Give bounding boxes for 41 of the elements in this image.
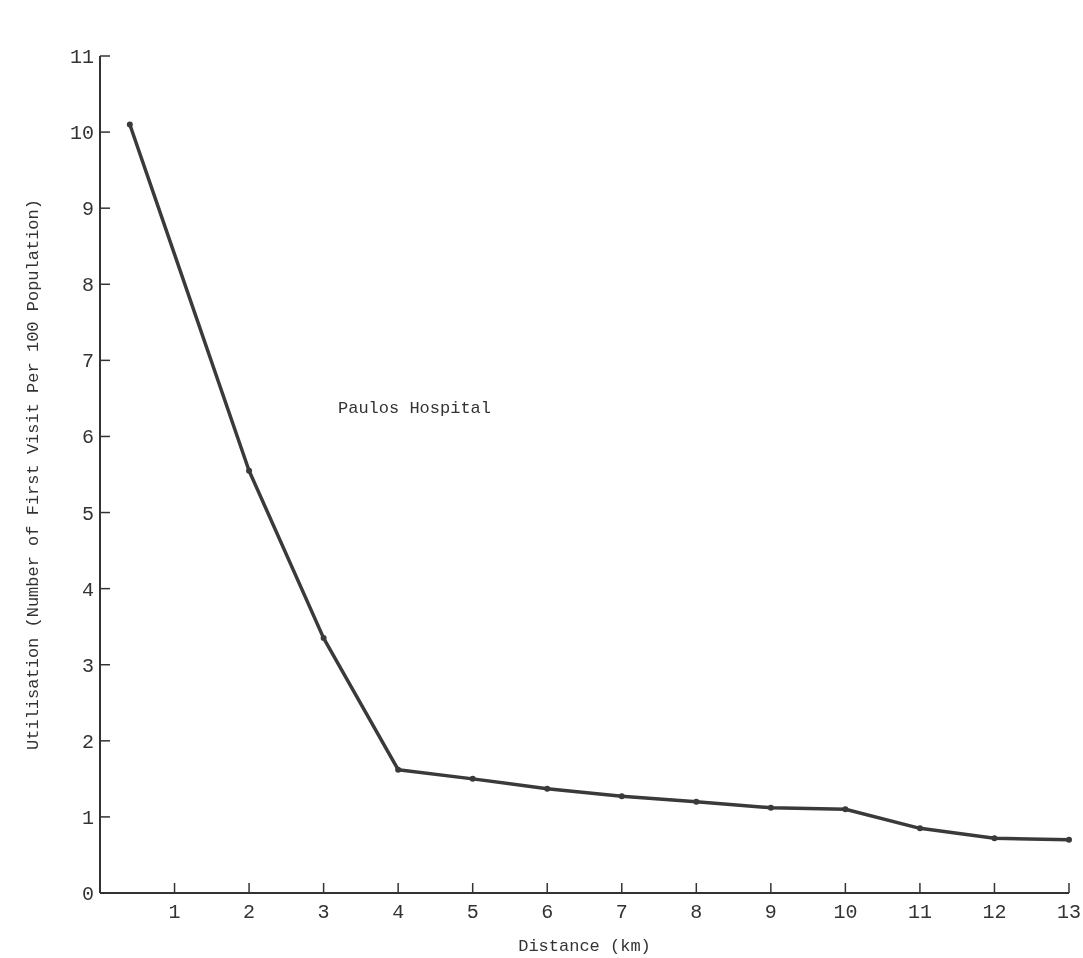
y-tick-label: 11 bbox=[69, 46, 94, 69]
x-tick-label: 9 bbox=[764, 901, 777, 924]
x-tick-label: 7 bbox=[615, 901, 628, 924]
y-tick-label: 1 bbox=[81, 806, 94, 830]
x-tick-label: 1 bbox=[168, 901, 181, 924]
point bbox=[469, 775, 476, 782]
x-tick-label: 12 bbox=[982, 901, 1007, 924]
y-tick-label: 3 bbox=[81, 654, 94, 678]
x-tick-label: 5 bbox=[466, 901, 479, 924]
y-tick-label: 2 bbox=[81, 730, 94, 754]
point bbox=[126, 121, 133, 128]
point bbox=[767, 804, 774, 811]
point bbox=[991, 835, 998, 842]
y-tick-label: 4 bbox=[81, 578, 94, 602]
x-tick-label: 11 bbox=[907, 901, 932, 924]
x-tick-label: 13 bbox=[1056, 901, 1082, 924]
point bbox=[618, 793, 625, 800]
point bbox=[246, 467, 253, 474]
x-tick-label: 10 bbox=[833, 901, 858, 924]
x-axis-title: Distance (km) bbox=[518, 937, 651, 956]
x-tick-label: 4 bbox=[392, 901, 405, 924]
y-tick-label: 10 bbox=[69, 122, 94, 146]
y-tick-label: 6 bbox=[81, 426, 94, 450]
annotation: Paulos Hospital bbox=[338, 399, 492, 418]
x-tick-label: 8 bbox=[690, 901, 703, 924]
x-tick-label: 2 bbox=[243, 901, 256, 924]
point bbox=[544, 785, 551, 792]
y-tick-label: 7 bbox=[81, 350, 94, 374]
x-tick-label: 3 bbox=[317, 901, 330, 924]
y-tick-label: 8 bbox=[81, 274, 94, 298]
point bbox=[693, 798, 700, 805]
point bbox=[1066, 836, 1072, 843]
point bbox=[842, 806, 849, 813]
x-tick-label: 6 bbox=[541, 901, 554, 924]
y-tick-label: 9 bbox=[81, 198, 94, 222]
point bbox=[395, 766, 402, 773]
point bbox=[320, 635, 327, 642]
y-tick-label: 5 bbox=[81, 502, 94, 526]
y-tick-label: 0 bbox=[81, 883, 94, 906]
point bbox=[916, 825, 923, 832]
y-axis-title: Utilisation (Number of First Visit Per 100 Population) bbox=[24, 199, 43, 750]
